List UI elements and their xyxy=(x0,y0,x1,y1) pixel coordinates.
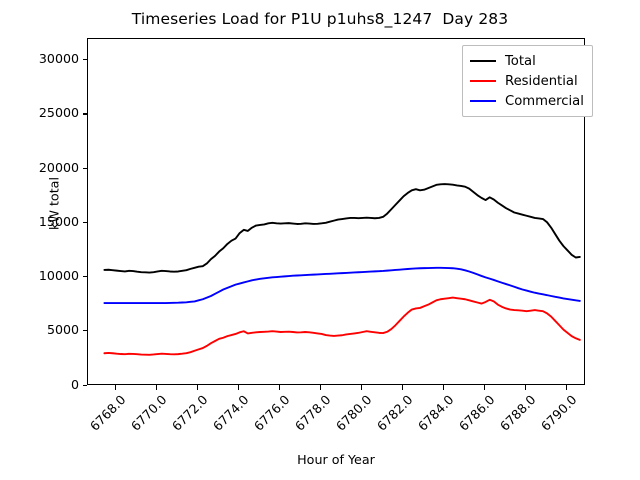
x-tick-label: 6776.0 xyxy=(250,392,293,434)
x-tick-mark xyxy=(566,385,568,390)
y-tick-mark xyxy=(82,59,87,61)
x-tick-mark xyxy=(320,385,322,390)
x-tick-mark xyxy=(197,385,199,390)
x-tick-label: 6782.0 xyxy=(373,392,416,434)
y-tick-label: 10000 xyxy=(38,268,79,284)
y-tick-mark xyxy=(82,384,87,386)
y-tick-mark xyxy=(82,221,87,223)
legend-item: Residential xyxy=(470,71,584,91)
y-tick-label: 0 xyxy=(70,376,79,392)
y-axis-label: kW total xyxy=(46,177,62,230)
legend-swatch-icon xyxy=(470,99,496,103)
y-tick-mark xyxy=(82,113,87,115)
x-tick-label: 6768.0 xyxy=(86,392,129,434)
x-tick-label: 6770.0 xyxy=(127,392,170,434)
series-line-total xyxy=(103,183,581,274)
x-tick-mark xyxy=(525,385,527,390)
chart-legend: Total Residential Commercial xyxy=(462,45,593,117)
x-tick-mark xyxy=(115,385,117,390)
y-tick-label: 15000 xyxy=(38,213,79,229)
legend-label: Commercial xyxy=(505,93,584,109)
y-tick-label: 25000 xyxy=(38,105,79,121)
legend-item: Total xyxy=(470,51,584,71)
y-tick-label: 5000 xyxy=(46,322,79,338)
x-tick-mark xyxy=(156,385,158,390)
x-axis-label: Hour of Year xyxy=(297,452,375,467)
legend-swatch-icon xyxy=(470,59,496,63)
x-tick-mark xyxy=(361,385,363,390)
y-tick-label: 20000 xyxy=(38,159,79,175)
y-tick-mark xyxy=(82,330,87,332)
x-tick-mark xyxy=(402,385,404,390)
legend-item: Commercial xyxy=(470,91,584,111)
y-tick-mark xyxy=(82,276,87,278)
x-tick-label: 6774.0 xyxy=(209,392,252,434)
x-tick-mark xyxy=(443,385,445,390)
x-tick-mark xyxy=(484,385,486,390)
x-tick-label: 6772.0 xyxy=(168,392,211,434)
chart-title: Timeseries Load for P1U p1uhs8_1247 Day … xyxy=(131,10,509,28)
x-tick-mark xyxy=(238,385,240,390)
plot-lines xyxy=(103,183,581,356)
legend-label: Residential xyxy=(505,73,578,89)
x-tick-label: 6780.0 xyxy=(332,392,375,434)
y-tick-mark xyxy=(82,167,87,169)
y-tick-label: 30000 xyxy=(38,51,79,67)
x-tick-mark xyxy=(279,385,281,390)
legend-swatch-icon xyxy=(470,79,496,83)
series-line-residential xyxy=(103,296,581,356)
series-line-commercial xyxy=(103,266,581,304)
plot-area xyxy=(87,38,585,385)
legend-label: Total xyxy=(505,53,536,69)
x-tick-label: 6778.0 xyxy=(291,392,334,434)
